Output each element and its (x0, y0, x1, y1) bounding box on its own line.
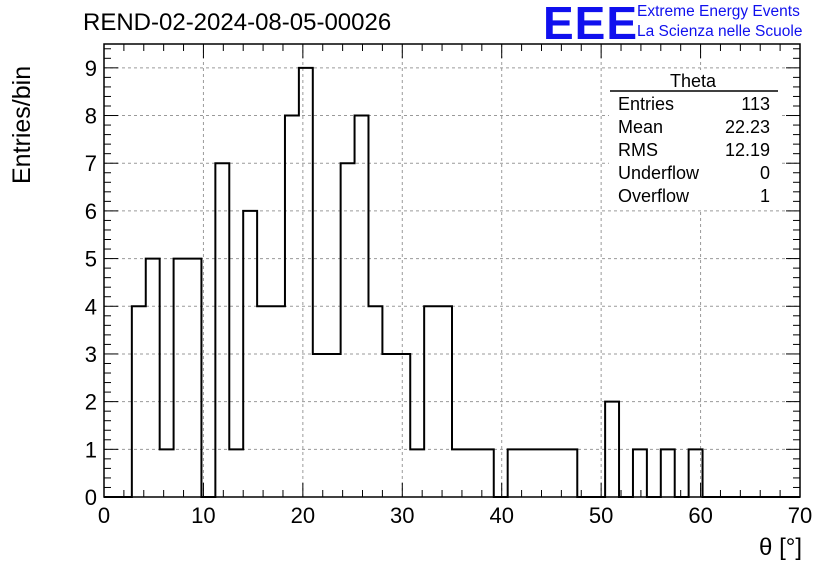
x-tick-label: 10 (191, 503, 215, 528)
x-tick-label: 30 (390, 503, 414, 528)
histogram-bin (536, 449, 550, 497)
stats-title: Theta (670, 71, 717, 91)
stats-label: Mean (618, 117, 663, 137)
histogram-bin (522, 449, 536, 497)
histogram-bin (549, 449, 563, 497)
stats-label: RMS (618, 140, 658, 160)
stats-label: Entries (618, 94, 674, 114)
y-tick-label: 2 (85, 390, 97, 415)
x-tick-label: 50 (589, 503, 613, 528)
histogram-bin (452, 449, 466, 497)
axis-ticks (103, 44, 801, 498)
stats-box: Theta Entries 113 Mean 22.23 RMS 12.19 Underflo… (609, 70, 779, 210)
eee-logo: EEE (543, 0, 639, 49)
y-tick-label: 5 (85, 247, 97, 272)
y-tick-label: 7 (85, 151, 97, 176)
x-tick-label: 70 (788, 503, 812, 528)
x-tick-label: 60 (688, 503, 712, 528)
histogram-bin (188, 259, 202, 497)
chart-title: REND-02-2024-08-05-00026 (83, 9, 392, 36)
histogram-bin (299, 68, 313, 497)
histogram-bin (410, 449, 424, 497)
stats-value: 113 (741, 94, 770, 114)
histogram-bin (341, 163, 355, 497)
stats-value: 22.23 (725, 117, 770, 137)
logo-caption: Extreme Energy Events La Scienza nelle S… (637, 2, 802, 42)
histogram-bin (215, 163, 229, 497)
y-tick-label: 8 (85, 104, 97, 129)
histogram-outline (104, 66, 800, 498)
histogram-bin (313, 354, 327, 497)
y-tick-label: 0 (85, 485, 97, 510)
plot-frame (103, 43, 801, 498)
y-tick-label: 6 (85, 199, 97, 224)
histogram-bin (382, 354, 396, 497)
y-tick-label: 3 (85, 342, 97, 367)
x-tick-label: 0 (98, 503, 110, 528)
axes-frame (103, 43, 801, 498)
stats-value: 1 (760, 186, 770, 206)
stats-value: 12.19 (725, 140, 770, 160)
histogram-bin (160, 449, 174, 497)
histogram-bin (132, 306, 146, 497)
y-tick-label: 9 (85, 56, 97, 81)
stats-label: Underflow (618, 163, 700, 183)
x-tick-label: 20 (291, 503, 315, 528)
y-tick-label: 1 (85, 437, 97, 462)
y-axis-label: Entries/bin (8, 65, 36, 184)
x-axis-label: θ [°] (759, 534, 802, 561)
histogram-bin (396, 354, 410, 497)
x-tick-label: 40 (489, 503, 513, 528)
stats-value: 0 (760, 163, 770, 183)
histogram-bin (146, 259, 160, 497)
histogram-bin (327, 354, 341, 497)
histogram-bin (174, 259, 188, 497)
stats-box-bg (609, 70, 779, 210)
logo-caption-line2: La Scienza nelle Scuole (637, 23, 803, 40)
histogram-bin (229, 449, 243, 497)
histogram-bin (508, 449, 522, 497)
logo-caption-line1: Extreme Energy Events (637, 3, 800, 20)
histogram-series (104, 66, 800, 498)
y-tick-label: 4 (85, 294, 97, 319)
histogram-bin (563, 449, 577, 497)
stats-label: Overflow (618, 186, 690, 206)
histogram-bin (633, 449, 647, 497)
histogram-bin (480, 449, 494, 497)
histogram-bin (661, 449, 675, 497)
histogram-bin (466, 449, 480, 497)
